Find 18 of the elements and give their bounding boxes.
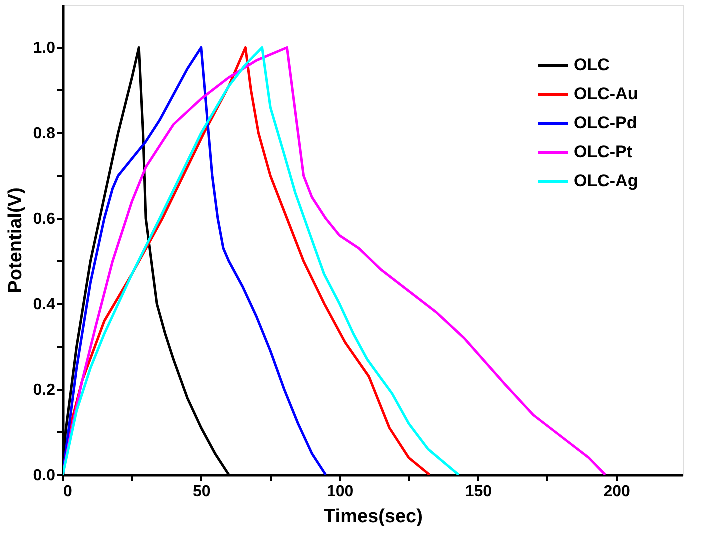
legend-label: OLC-Pd <box>574 114 638 132</box>
legend-label: OLC-Ag <box>574 172 638 190</box>
y-tick-label: 0.0 <box>33 468 56 484</box>
y-tick-label: 0.6 <box>33 211 56 228</box>
legend-label: OLC-Pt <box>574 142 633 162</box>
y-tick-label: 0.4 <box>33 296 56 314</box>
y-tick-label: 1.0 <box>33 40 56 58</box>
y-tick-label: 0.2 <box>33 382 56 400</box>
y-axis-title: Potential(V) <box>5 188 26 294</box>
x-tick-label: 100 <box>326 484 354 500</box>
y-tick-label: 0.8 <box>33 126 56 143</box>
x-tick-label: 50 <box>192 484 211 500</box>
legend-label: OLC <box>574 56 610 74</box>
x-tick-label: 0 <box>64 484 72 500</box>
legend-label: OLC-Au <box>574 84 638 104</box>
x-axis-title: Times(sec) <box>324 506 423 528</box>
x-tick-label: 150 <box>465 484 492 500</box>
x-tick-label: 200 <box>604 484 631 500</box>
